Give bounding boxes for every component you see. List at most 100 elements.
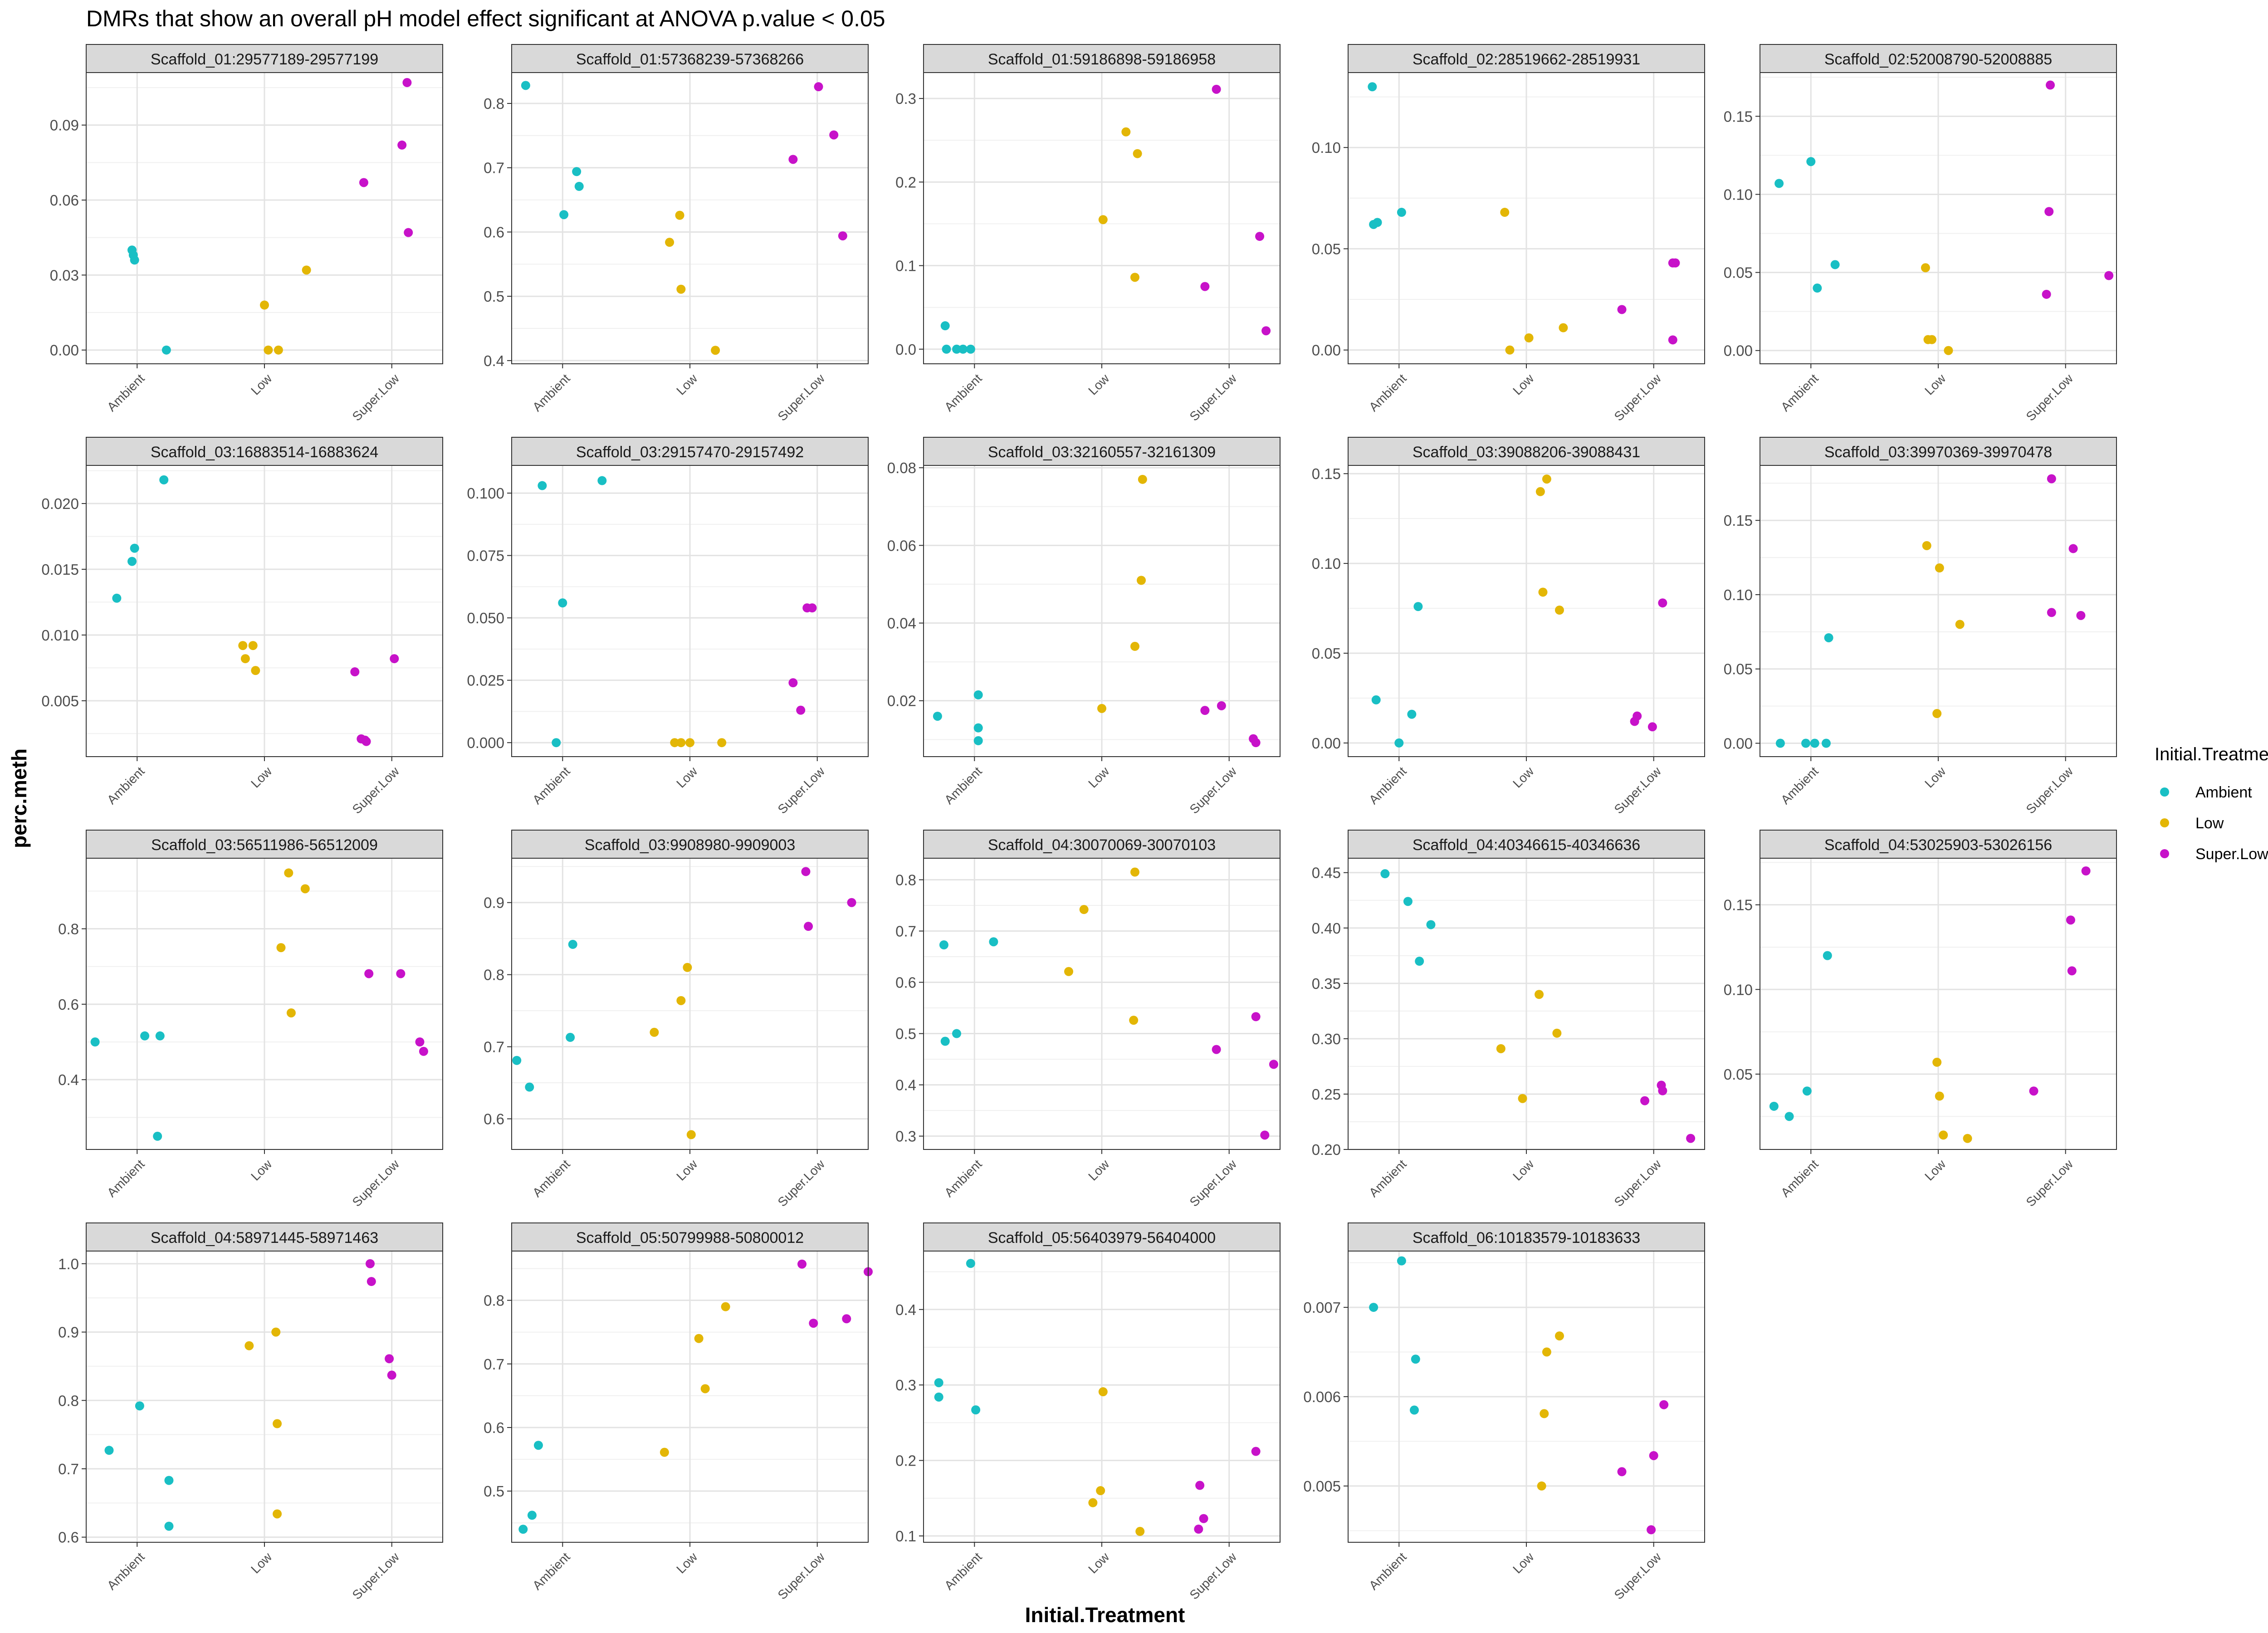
y-tick-label: 0.5: [895, 1026, 916, 1042]
point-low: [675, 210, 684, 220]
y-tick-label: 0.06: [887, 537, 916, 554]
point-ambient: [533, 1441, 543, 1450]
point-super-low: [1212, 1045, 1221, 1054]
y-tick-label: 0.40: [1312, 920, 1341, 937]
point-low: [1500, 208, 1510, 217]
point-super-low: [2042, 289, 2051, 299]
point-low: [264, 345, 273, 355]
facet-strip: [1348, 830, 1705, 859]
legend-title: Initial.Treatment: [2155, 744, 2268, 764]
y-tick-label: 0.00: [1312, 735, 1341, 752]
point-low: [1932, 1057, 1942, 1067]
point-low: [1932, 709, 1942, 719]
facet-panel: Scaffold_04:40346615-40346636 0.20 0.25 0.3…: [1312, 830, 1705, 1209]
x-tick-label: Ambient: [104, 1157, 147, 1200]
point-low: [1537, 1481, 1546, 1491]
facet-title: Scaffold_01:29577189-29577199: [151, 51, 378, 68]
point-super-low: [390, 654, 399, 664]
y-tick-label: 0.3: [895, 1128, 916, 1145]
point-low: [1133, 149, 1142, 158]
y-tick-label: 0.2: [895, 1452, 916, 1469]
point-low: [286, 1008, 296, 1017]
point-low: [1130, 273, 1139, 282]
point-super-low: [804, 922, 813, 931]
point-super-low: [788, 678, 798, 688]
y-tick-label: 0.04: [887, 615, 916, 632]
point-low: [1097, 704, 1106, 713]
point-ambient: [1806, 157, 1816, 166]
x-tick-label: Low: [1510, 1550, 1537, 1576]
point-super-low: [419, 1046, 428, 1056]
point-ambient: [1397, 208, 1406, 217]
point-ambient: [973, 723, 983, 733]
facet-title: Scaffold_02:52008790-52008885: [1824, 51, 2052, 68]
point-ambient: [966, 344, 975, 354]
point-super-low: [367, 1277, 376, 1286]
facet-strip: [86, 44, 443, 73]
point-ambient: [1802, 1086, 1812, 1096]
y-tick-label: 0.8: [484, 95, 504, 112]
point-low: [1542, 474, 1551, 484]
point-super-low: [1671, 258, 1680, 268]
x-tick-label: Ambient: [530, 1550, 573, 1593]
point-super-low: [2104, 271, 2114, 280]
point-low: [274, 345, 283, 355]
legend-key-super-low: [2160, 849, 2169, 858]
y-tick-label: 0.10: [1312, 139, 1341, 156]
facet-panel: Scaffold_05:50799988-50800012 0.5 0.6 0.7 0.…: [484, 1222, 873, 1602]
y-tick-label: 0.10: [1724, 186, 1753, 203]
point-ambient: [1403, 897, 1413, 906]
point-ambient: [566, 1032, 575, 1042]
y-tick-label: 0.15: [1724, 897, 1753, 914]
facet-strip: [86, 830, 443, 859]
point-super-low: [2046, 80, 2055, 90]
panel-border: [1348, 858, 1705, 1150]
point-super-low: [359, 178, 368, 187]
y-tick-label: 0.0: [895, 341, 916, 358]
point-low: [676, 738, 686, 748]
point-super-low: [1668, 335, 1677, 345]
point-low: [1927, 335, 1936, 344]
point-super-low: [364, 969, 374, 978]
facet-title: Scaffold_03:39088206-39088431: [1413, 444, 1640, 461]
x-tick-label: Super.Low: [1187, 1157, 1240, 1209]
point-low: [248, 641, 258, 650]
x-tick-label: Super.Low: [775, 764, 828, 816]
point-low: [273, 1419, 282, 1428]
y-tick-label: 0.6: [58, 996, 79, 1013]
y-tick-label: 0.4: [58, 1071, 79, 1088]
facet-title: Scaffold_04:53025903-53026156: [1824, 836, 2052, 854]
panel-border: [511, 1251, 869, 1543]
y-tick-label: 0.05: [1312, 240, 1341, 257]
point-super-low: [1195, 1481, 1205, 1490]
y-tick-label: 0.7: [895, 923, 916, 940]
point-super-low: [1212, 84, 1221, 94]
point-low: [1096, 1486, 1105, 1496]
point-ambient: [952, 1029, 961, 1038]
legend-key-low: [2160, 818, 2169, 827]
facet-strip: [1760, 44, 2117, 73]
legend-label-low: Low: [2195, 815, 2224, 832]
y-tick-label: 0.20: [1312, 1141, 1341, 1158]
point-super-low: [796, 705, 806, 715]
facet-title: Scaffold_03:16883514-16883624: [151, 444, 378, 461]
x-tick-label: Super.Low: [350, 371, 402, 424]
point-super-low: [2047, 474, 2056, 484]
point-low: [1535, 990, 1544, 999]
panel-border: [1760, 858, 2117, 1150]
y-tick-label: 0.5: [484, 1483, 504, 1500]
facet-title: Scaffold_04:30070069-30070103: [988, 836, 1216, 854]
y-tick-label: 0.00: [50, 342, 79, 359]
x-tick-label: Ambient: [1778, 1157, 1821, 1200]
point-ambient: [939, 940, 948, 950]
point-low: [1130, 641, 1139, 651]
panel-border: [86, 465, 443, 757]
x-tick-label: Ambient: [1778, 371, 1821, 414]
panel-border: [1760, 465, 2117, 757]
y-axis-title: perc.meth: [7, 748, 31, 848]
point-low: [302, 265, 311, 275]
x-tick-label: Super.Low: [775, 371, 828, 424]
panel-border: [923, 1251, 1281, 1543]
point-low: [1138, 474, 1147, 484]
